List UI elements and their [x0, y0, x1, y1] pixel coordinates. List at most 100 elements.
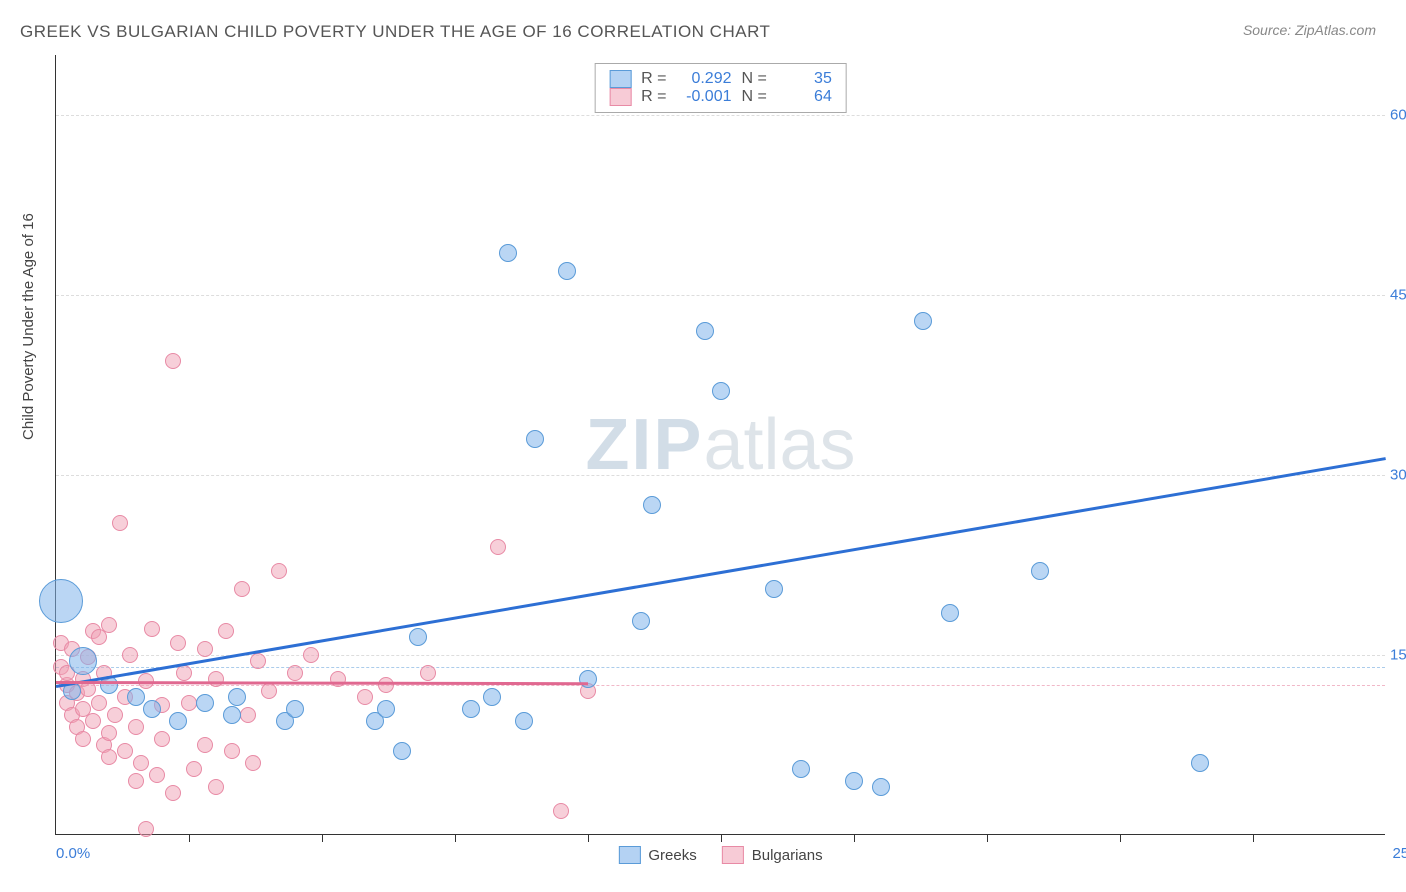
bulgarian-data-point[interactable] — [208, 671, 224, 687]
bulgarian-data-point[interactable] — [420, 665, 436, 681]
x-tick — [854, 834, 855, 842]
bulgarian-data-point[interactable] — [154, 731, 170, 747]
bulgarian-data-point[interactable] — [357, 689, 373, 705]
x-tick — [1253, 834, 1254, 842]
greek-data-point[interactable] — [462, 700, 480, 718]
grid-line — [56, 115, 1385, 116]
bulgarian-data-point[interactable] — [271, 563, 287, 579]
x-tick — [987, 834, 988, 842]
legend-item-bulgarians: Bulgarians — [722, 846, 823, 864]
greek-data-point[interactable] — [143, 700, 161, 718]
watermark: ZIPatlas — [585, 404, 855, 486]
greek-data-point[interactable] — [515, 712, 533, 730]
bulgarian-n-value: 64 — [777, 88, 832, 106]
greek-data-point[interactable] — [632, 612, 650, 630]
greek-data-point[interactable] — [169, 712, 187, 730]
bulgarian-data-point[interactable] — [303, 647, 319, 663]
bulgarian-data-point[interactable] — [197, 737, 213, 753]
bulgarian-data-point[interactable] — [208, 779, 224, 795]
greek-data-point[interactable] — [286, 700, 304, 718]
greek-data-point[interactable] — [579, 670, 597, 688]
greek-stats-row: R = 0.292 N = 35 — [609, 70, 832, 88]
greek-data-point[interactable] — [499, 244, 517, 262]
bulgarian-data-point[interactable] — [144, 621, 160, 637]
bulgarian-data-point[interactable] — [165, 785, 181, 801]
bulgarian-data-point[interactable] — [117, 743, 133, 759]
bulgarian-data-point[interactable] — [197, 641, 213, 657]
greek-data-point[interactable] — [483, 688, 501, 706]
greek-data-point[interactable] — [765, 580, 783, 598]
greek-data-point[interactable] — [526, 430, 544, 448]
legend-item-greeks: Greeks — [618, 846, 696, 864]
greek-data-point[interactable] — [845, 772, 863, 790]
bulgarian-data-point[interactable] — [101, 749, 117, 765]
greek-data-point[interactable] — [914, 312, 932, 330]
bulgarian-data-point[interactable] — [245, 755, 261, 771]
y-tick-label: 30.0% — [1390, 467, 1406, 484]
greek-data-point[interactable] — [941, 604, 959, 622]
bulgarian-data-point[interactable] — [128, 719, 144, 735]
bulgarian-data-point[interactable] — [490, 539, 506, 555]
bulgarian-data-point[interactable] — [234, 581, 250, 597]
greek-data-point[interactable] — [792, 760, 810, 778]
bulgarian-data-point[interactable] — [133, 755, 149, 771]
bulgarian-data-point[interactable] — [91, 695, 107, 711]
greek-data-point[interactable] — [393, 742, 411, 760]
watermark-zip: ZIP — [585, 405, 703, 485]
bulgarian-data-point[interactable] — [149, 767, 165, 783]
bulgarian-data-point[interactable] — [112, 515, 128, 531]
bulgarian-data-point[interactable] — [165, 353, 181, 369]
y-tick-label: 45.0% — [1390, 287, 1406, 304]
x-tick — [1120, 834, 1121, 842]
bulgarian-data-point[interactable] — [176, 665, 192, 681]
bulgarian-data-point[interactable] — [138, 821, 154, 837]
greek-data-point[interactable] — [377, 700, 395, 718]
greek-data-point[interactable] — [196, 694, 214, 712]
greek-data-point[interactable] — [712, 382, 730, 400]
greek-r-value: 0.292 — [677, 70, 732, 88]
chart-title: GREEK VS BULGARIAN CHILD POVERTY UNDER T… — [20, 22, 770, 42]
greek-data-point[interactable] — [409, 628, 427, 646]
bulgarian-data-point[interactable] — [186, 761, 202, 777]
greek-data-point[interactable] — [643, 496, 661, 514]
x-tick-label-max: 25.0% — [1392, 845, 1406, 862]
bulgarian-data-point[interactable] — [101, 617, 117, 633]
greek-data-point[interactable] — [223, 706, 241, 724]
greek-data-point[interactable] — [696, 322, 714, 340]
greek-trend-line — [56, 457, 1386, 687]
watermark-atlas: atlas — [703, 405, 855, 485]
bulgarian-data-point[interactable] — [101, 725, 117, 741]
plot-area: ZIPatlas R = 0.292 N = 35 R = -0.001 N =… — [55, 55, 1385, 835]
greek-data-point[interactable] — [1031, 562, 1049, 580]
greek-data-point[interactable] — [872, 778, 890, 796]
bulgarian-data-point[interactable] — [261, 683, 277, 699]
greek-data-point[interactable] — [558, 262, 576, 280]
bulgarian-swatch-icon — [609, 88, 631, 106]
bulgarian-data-point[interactable] — [250, 653, 266, 669]
bulgarian-data-point[interactable] — [85, 713, 101, 729]
bulgarian-data-point[interactable] — [240, 707, 256, 723]
x-tick-label-min: 0.0% — [56, 845, 90, 862]
grid-line — [56, 475, 1385, 476]
bulgarian-data-point[interactable] — [181, 695, 197, 711]
bulgarian-data-point[interactable] — [107, 707, 123, 723]
bulgarian-swatch-icon — [722, 846, 744, 864]
bulgarian-data-point[interactable] — [330, 671, 346, 687]
bulgarian-data-point[interactable] — [553, 803, 569, 819]
greek-data-point[interactable] — [69, 647, 97, 675]
bulgarian-data-point[interactable] — [128, 773, 144, 789]
bulgarian-data-point[interactable] — [218, 623, 234, 639]
grid-line — [56, 295, 1385, 296]
bulgarian-data-point[interactable] — [224, 743, 240, 759]
bulgarian-data-point[interactable] — [170, 635, 186, 651]
bulgarian-stats-row: R = -0.001 N = 64 — [609, 88, 832, 106]
bulgarian-data-point[interactable] — [287, 665, 303, 681]
greek-data-point[interactable] — [39, 579, 83, 623]
legend-label-bulgarians: Bulgarians — [752, 847, 823, 864]
greek-data-point[interactable] — [127, 688, 145, 706]
greek-data-point[interactable] — [228, 688, 246, 706]
greek-data-point[interactable] — [1191, 754, 1209, 772]
bulgarian-data-point[interactable] — [75, 731, 91, 747]
bulgarian-data-point[interactable] — [122, 647, 138, 663]
bulgarian-data-point[interactable] — [378, 677, 394, 693]
